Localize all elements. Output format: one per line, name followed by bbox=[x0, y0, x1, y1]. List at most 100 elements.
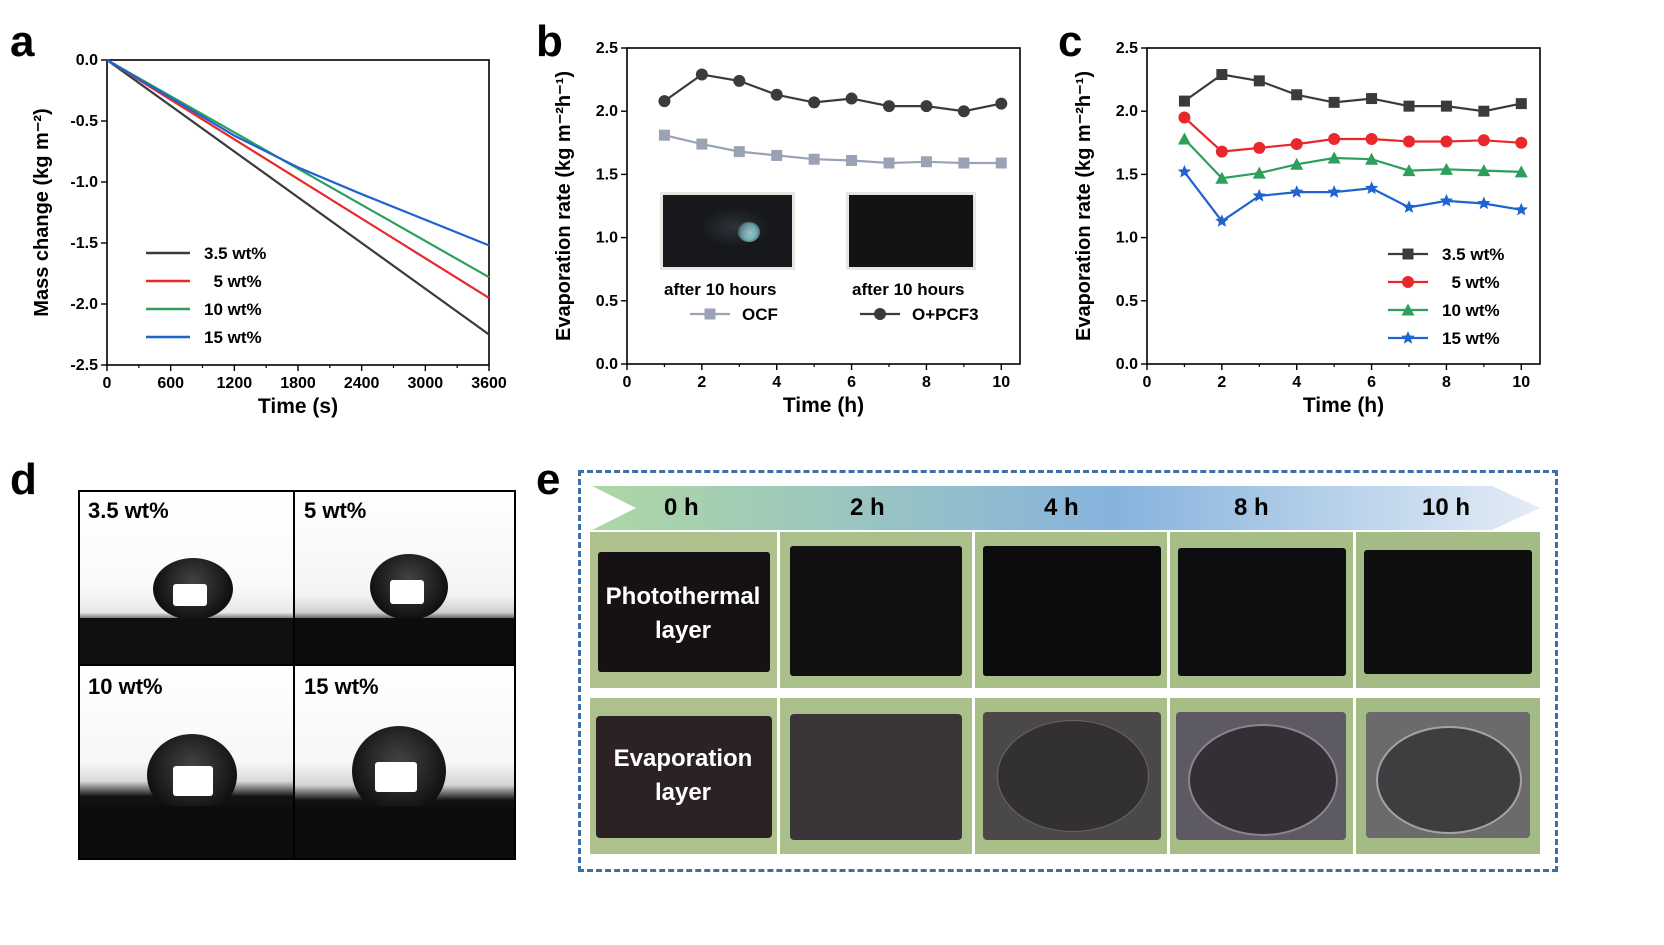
time-label-10: 10 h bbox=[1422, 494, 1471, 521]
legend-label: 5 wt% bbox=[1442, 273, 1500, 292]
legend-marker bbox=[704, 308, 716, 320]
sample-frame bbox=[578, 470, 1558, 872]
droplet-image-10 bbox=[80, 666, 293, 858]
data-point bbox=[1440, 135, 1453, 148]
data-point bbox=[883, 100, 895, 113]
data-point bbox=[1515, 136, 1528, 149]
y-tick-label: 1.5 bbox=[1116, 166, 1138, 183]
photothermal-0h bbox=[590, 532, 777, 688]
data-point bbox=[1364, 181, 1379, 194]
x-tick-label: 0 bbox=[623, 374, 632, 391]
data-point bbox=[1514, 202, 1528, 216]
x-axis-label: Time (h) bbox=[783, 394, 864, 417]
data-point bbox=[1178, 111, 1191, 124]
x-tick-label: 0 bbox=[1143, 374, 1152, 391]
data-point bbox=[658, 95, 671, 108]
y-axis-label: Mass change (kg m⁻²) bbox=[31, 108, 53, 316]
x-tick-label: 6 bbox=[847, 374, 856, 391]
x-tick-label: 2 bbox=[697, 374, 706, 391]
time-arrow bbox=[592, 486, 1540, 530]
plot-frame bbox=[1146, 47, 1541, 365]
data-point bbox=[1253, 75, 1265, 87]
time-label-0: 0 h bbox=[664, 494, 699, 521]
plot-frame bbox=[626, 47, 1021, 365]
data-point bbox=[883, 157, 895, 169]
data-point bbox=[1365, 133, 1378, 146]
x-tick-label: 10 bbox=[992, 374, 1010, 391]
row-label-evaporation: Evaporation layer bbox=[598, 742, 768, 810]
droplet-label-10: 10 wt% bbox=[88, 674, 163, 699]
legend-label: O+PCF3 bbox=[912, 305, 979, 324]
data-point bbox=[808, 153, 820, 165]
data-point bbox=[1215, 145, 1228, 158]
droplet-image-15 bbox=[295, 666, 514, 858]
legend-marker bbox=[1401, 331, 1415, 344]
y-tick-label: 2.5 bbox=[1116, 40, 1138, 57]
y-axis-label: Evaporation rate (kg m⁻²h⁻¹) bbox=[1073, 71, 1095, 341]
y-tick-label: 2.0 bbox=[1116, 103, 1138, 120]
data-point bbox=[1366, 93, 1378, 105]
legend-label: OCF bbox=[742, 305, 778, 324]
series-line bbox=[106, 59, 490, 336]
data-point bbox=[1403, 135, 1415, 148]
data-point bbox=[696, 138, 708, 150]
data-point bbox=[1215, 171, 1229, 184]
data-point bbox=[920, 100, 933, 113]
data-point bbox=[1177, 164, 1192, 178]
series-line bbox=[106, 59, 490, 279]
evaporation-4h bbox=[975, 698, 1167, 854]
data-point bbox=[695, 68, 708, 81]
x-tick-label: 8 bbox=[922, 374, 931, 391]
data-point bbox=[1327, 151, 1341, 164]
data-point bbox=[733, 146, 745, 158]
data-point bbox=[1403, 100, 1415, 112]
data-point bbox=[1439, 193, 1454, 207]
data-point bbox=[1216, 69, 1228, 81]
time-label-8: 8 h bbox=[1234, 494, 1269, 521]
x-tick-label: 1200 bbox=[217, 375, 253, 392]
data-point bbox=[957, 105, 970, 118]
data-point bbox=[1477, 196, 1491, 210]
x-tick-label: 4 bbox=[772, 374, 781, 391]
y-tick-label: -1.0 bbox=[70, 174, 98, 191]
series-line bbox=[1183, 73, 1522, 113]
row-label-photothermal: Photothermal layer bbox=[598, 580, 768, 648]
x-axis-label: Time (h) bbox=[1303, 394, 1384, 417]
legend-marker bbox=[1401, 303, 1415, 316]
data-point bbox=[845, 92, 858, 105]
droplet-image-3-5 bbox=[80, 492, 293, 664]
series-line bbox=[1183, 138, 1522, 180]
data-point bbox=[1252, 188, 1266, 202]
panel-label-d: d bbox=[10, 455, 37, 504]
data-point bbox=[1477, 134, 1490, 147]
droplet-label-5: 5 wt% bbox=[304, 498, 367, 523]
data-point bbox=[1365, 152, 1379, 165]
x-tick-label: 600 bbox=[157, 375, 184, 392]
legend-label: 15 wt% bbox=[204, 328, 262, 347]
chart-b: 0 2 4 6 8 10 0.0 0.5 1.0 1.5 2.0 2.5 Time (h) Evapora… bbox=[553, 40, 1021, 417]
series-line bbox=[106, 59, 490, 299]
data-point bbox=[658, 129, 670, 141]
x-axis-label: Time (s) bbox=[258, 395, 338, 418]
data-point bbox=[1252, 166, 1266, 179]
data-point bbox=[770, 88, 783, 101]
plot-frame bbox=[106, 59, 490, 366]
y-tick-label: 1.5 bbox=[596, 166, 618, 183]
data-point bbox=[1328, 96, 1340, 108]
legend-marker bbox=[1402, 248, 1414, 260]
evaporation-10h bbox=[1356, 698, 1540, 854]
row-label-evaporation-line1: Evaporation bbox=[613, 745, 753, 772]
legend-label: 15 wt% bbox=[1442, 329, 1500, 348]
data-point bbox=[1327, 185, 1341, 198]
legend-label: 3.5 wt% bbox=[1442, 245, 1504, 264]
data-point bbox=[920, 156, 932, 168]
panel-label-c: c bbox=[1058, 17, 1083, 66]
sample-grid: Photothermal layer Evaporation layer bbox=[590, 532, 1540, 854]
x-tick-label: 8 bbox=[1442, 374, 1451, 391]
legend-marker bbox=[874, 308, 886, 320]
y-tick-label: 2.5 bbox=[596, 40, 618, 57]
photothermal-8h bbox=[1170, 532, 1353, 688]
data-point bbox=[1290, 157, 1304, 170]
data-point bbox=[733, 74, 746, 87]
evaporation-0h bbox=[590, 698, 777, 854]
